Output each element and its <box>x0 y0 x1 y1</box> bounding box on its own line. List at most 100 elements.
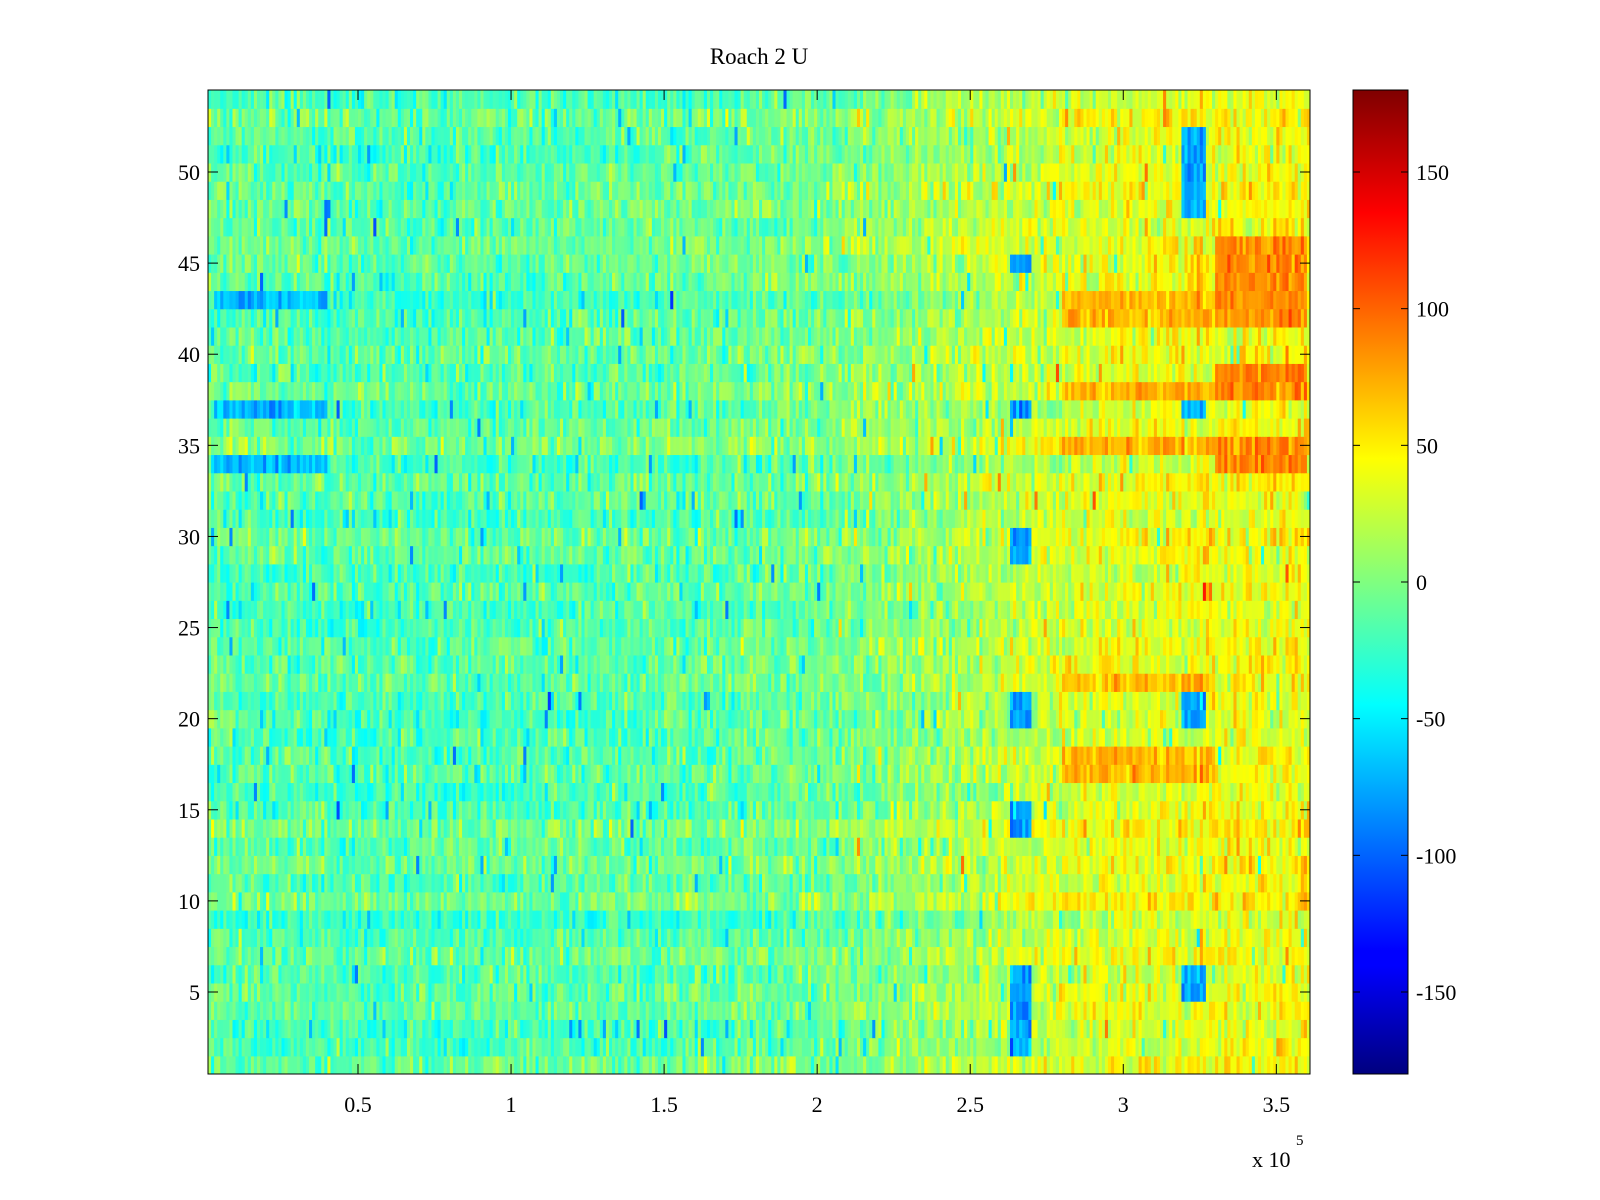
heatmap-cell <box>305 1055 310 1074</box>
heatmap-cell <box>1261 910 1265 929</box>
heatmap-cell <box>1065 873 1069 893</box>
heatmap-cell <box>749 855 754 875</box>
heatmap-cell <box>863 928 867 948</box>
heatmap-cell <box>627 1037 632 1057</box>
heatmap-cell <box>1230 891 1235 911</box>
heatmap-cell <box>269 982 273 1002</box>
heatmap-cell <box>866 837 870 856</box>
heatmap-cell <box>284 1001 289 1020</box>
heatmap-cell <box>247 873 252 893</box>
heatmap-cell <box>1144 910 1149 929</box>
heatmap-cell <box>1135 1019 1140 1039</box>
heatmap-cell <box>703 946 708 966</box>
heatmap-cell <box>801 982 806 1002</box>
heatmap-cell <box>746 818 751 838</box>
heatmap-cell <box>737 910 742 929</box>
heatmap-cell <box>905 818 910 838</box>
heatmap-cell <box>1254 964 1259 984</box>
heatmap-cell <box>823 891 827 911</box>
heatmap-cell <box>973 837 977 856</box>
heatmap-cell <box>507 837 512 856</box>
heatmap-cell <box>1181 1001 1186 1020</box>
heatmap-cell <box>437 873 442 893</box>
heatmap-cell <box>1150 1055 1155 1074</box>
heatmap-cell <box>211 910 215 929</box>
heatmap-cell <box>455 837 460 856</box>
heatmap-cell <box>1120 946 1124 966</box>
heatmap-cell <box>1016 964 1020 984</box>
heatmap-cell <box>1046 1019 1051 1039</box>
heatmap-cell <box>1254 1019 1259 1039</box>
heatmap-cell <box>1052 855 1057 875</box>
heatmap-cell <box>397 1055 402 1074</box>
heatmap-cell <box>1279 891 1284 911</box>
heatmap-cell <box>1120 910 1124 929</box>
heatmap-cell <box>1236 1037 1241 1057</box>
heatmap-cell <box>866 964 870 984</box>
heatmap-cell <box>942 1001 947 1020</box>
heatmap-cell <box>976 946 980 966</box>
heatmap-cell <box>403 982 408 1002</box>
heatmap-cell <box>1043 1001 1048 1020</box>
heatmap-cell <box>1150 964 1155 984</box>
heatmap-cell <box>1248 873 1253 893</box>
heatmap-cell <box>287 982 292 1002</box>
heatmap-cell <box>792 1055 797 1074</box>
heatmap-cell <box>217 1019 221 1039</box>
heatmap-cell <box>618 873 622 893</box>
heatmap-cell <box>936 928 941 948</box>
heatmap-cell <box>1208 928 1213 948</box>
heatmap-cell <box>403 964 408 984</box>
heatmap-cell <box>691 1019 696 1039</box>
heatmap-cell <box>648 1037 653 1057</box>
heatmap-cell <box>584 1037 589 1057</box>
heatmap-cell <box>1169 964 1173 984</box>
heatmap-cell <box>838 982 843 1002</box>
heatmap-cell <box>1046 1055 1051 1074</box>
heatmap-cell <box>1144 891 1149 911</box>
heatmap-cell <box>1058 1037 1063 1057</box>
heatmap-cell <box>957 1019 962 1039</box>
heatmap-cell <box>740 1019 745 1039</box>
heatmap-cell <box>737 873 742 893</box>
heatmap-cell <box>1156 855 1161 875</box>
heatmap-cell <box>780 891 785 911</box>
heatmap-cell <box>507 982 512 1002</box>
heatmap-cell <box>838 910 843 929</box>
heatmap-cell <box>535 1055 540 1074</box>
heatmap-cell <box>1212 946 1216 966</box>
heatmap-cell <box>578 873 583 893</box>
heatmap-cell <box>269 818 273 838</box>
heatmap-cell <box>1043 873 1048 893</box>
heatmap-cell <box>578 946 583 966</box>
heatmap-cell <box>406 818 411 838</box>
heatmap-cell <box>1013 910 1017 929</box>
heatmap-cell <box>654 982 659 1002</box>
heatmap-cell <box>807 910 812 929</box>
heatmap-cell <box>260 837 264 856</box>
heatmap-cell <box>351 982 356 1002</box>
heatmap-cell <box>1101 837 1106 856</box>
heatmap-cell <box>385 928 390 948</box>
heatmap-cell <box>774 928 778 948</box>
heatmap-cell <box>345 1001 350 1020</box>
heatmap-cell <box>471 1019 475 1039</box>
heatmap-cell <box>556 891 561 911</box>
heatmap-cell <box>991 928 996 948</box>
heatmap-cell <box>511 873 515 893</box>
heatmap-cell <box>428 891 433 911</box>
heatmap-cell <box>1068 891 1072 911</box>
heatmap-cell <box>951 873 956 893</box>
heatmap-cell <box>639 946 644 966</box>
heatmap-cell <box>924 873 928 893</box>
heatmap-cell <box>801 818 806 838</box>
heatmap-cell <box>566 891 570 911</box>
heatmap-cell <box>749 891 754 911</box>
heatmap-cell <box>315 1037 319 1057</box>
heatmap-cell <box>541 837 546 856</box>
heatmap-cell <box>468 837 472 856</box>
heatmap-cell <box>896 964 901 984</box>
heatmap-cell <box>471 946 475 966</box>
heatmap-cell <box>1031 1001 1036 1020</box>
heatmap-cell <box>936 1037 941 1057</box>
